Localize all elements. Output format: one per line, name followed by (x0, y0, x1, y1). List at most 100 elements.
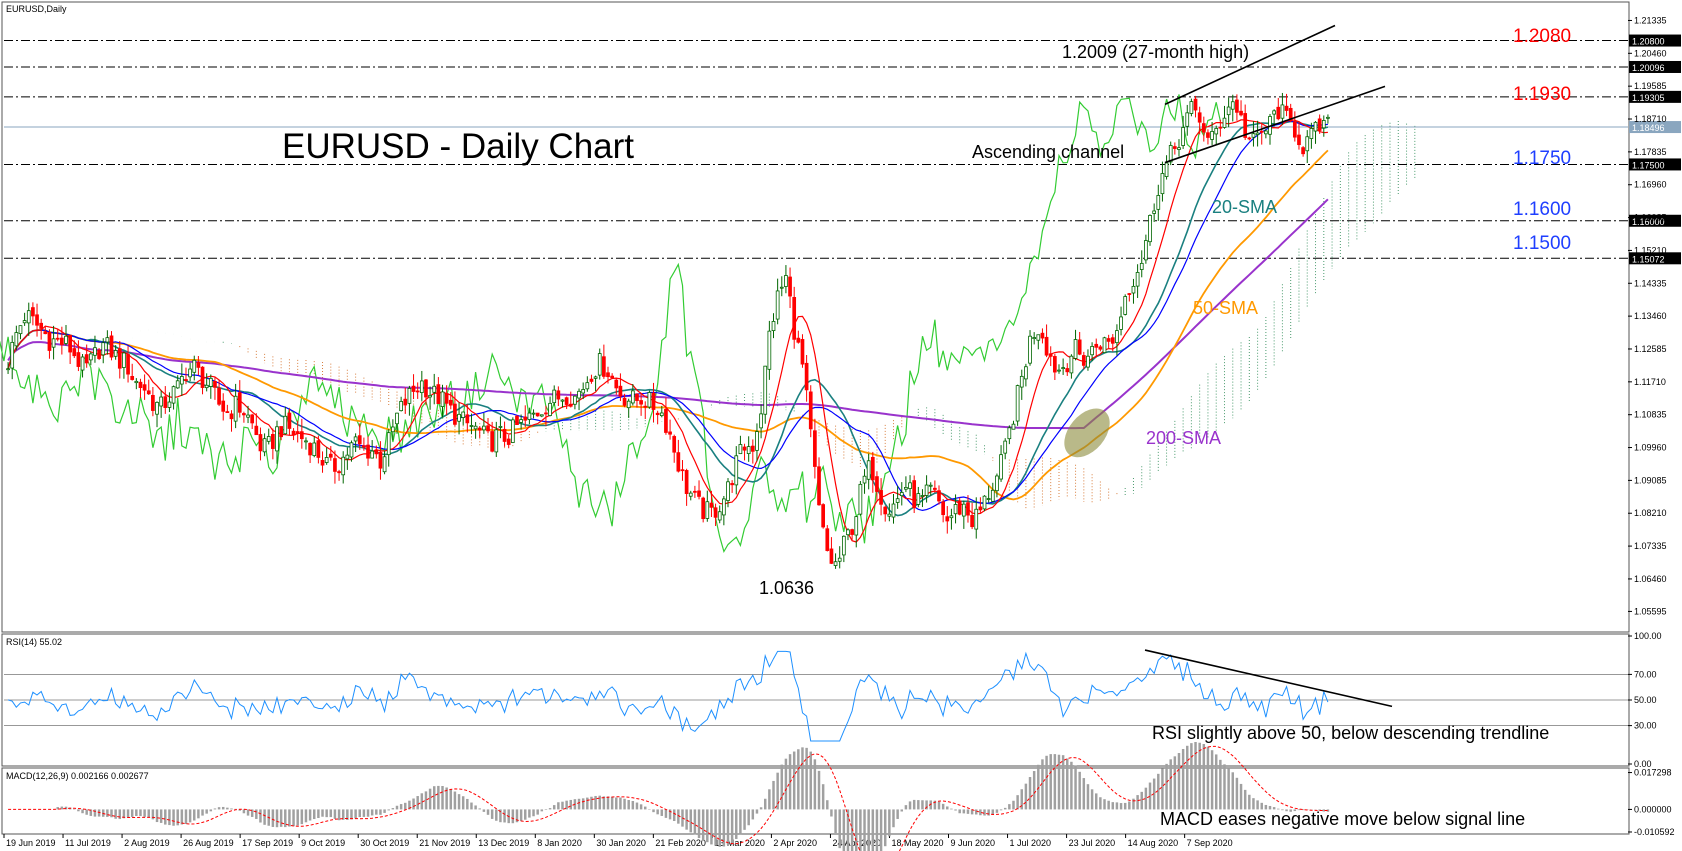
candle-body (573, 395, 577, 405)
level-tag-4 (1629, 158, 1681, 171)
candle-body (1181, 127, 1185, 146)
candle-body (411, 385, 416, 392)
candle-body (1185, 112, 1190, 127)
candle-body (473, 425, 478, 430)
price-tick-label: 1.10835 (1634, 410, 1667, 420)
rsi-line (7, 650, 1329, 742)
candle-body (651, 392, 656, 410)
candle-body (618, 385, 623, 397)
chikou-line (0, 94, 1221, 554)
candle-body (1148, 215, 1152, 243)
candle-body (1098, 346, 1103, 350)
macd-annotation: MACD eases negative move below signal li… (1160, 809, 1525, 829)
candle-body (142, 384, 147, 391)
candlesticks (6, 92, 1330, 569)
candle-body (879, 490, 883, 505)
candle-body (55, 337, 60, 340)
candle-body (850, 529, 854, 535)
candle-body (1106, 338, 1111, 342)
candle-body (1193, 98, 1198, 111)
candle-body (1144, 240, 1148, 261)
candle-body (1264, 130, 1268, 135)
candle-body (1019, 375, 1024, 388)
candle-body (208, 377, 213, 387)
candle-body (626, 400, 631, 409)
candle-body (26, 310, 31, 324)
candle-body (643, 405, 648, 408)
candle-body (1168, 145, 1173, 163)
candle-body (659, 412, 664, 417)
candle-body (763, 365, 768, 415)
candle-body (494, 429, 499, 453)
candle-body (337, 471, 341, 474)
rsi-tick-label: 100.00 (1634, 631, 1662, 641)
x-tick-label: 21 Nov 2019 (419, 838, 470, 848)
candle-body (841, 535, 846, 556)
candle-body (961, 503, 966, 517)
candle-body (1272, 110, 1276, 115)
candle-body (64, 335, 68, 344)
candle-body (291, 430, 296, 436)
level-tag-text-5: 1.16000 (1632, 217, 1665, 227)
price-tick-label: 1.16085 (1634, 213, 1667, 223)
candle-body (353, 436, 358, 442)
candle-body (767, 330, 772, 370)
candle-body (1201, 123, 1206, 133)
price-tick-label: 1.18710 (1634, 114, 1667, 124)
candle-body (68, 334, 72, 353)
candle-body (986, 498, 991, 500)
candle-body (134, 380, 139, 384)
candle-body (1189, 101, 1194, 114)
x-tick-label: 11 Jul 2019 (65, 838, 111, 848)
candle-body (1255, 132, 1260, 135)
candle-body (693, 490, 697, 493)
price-tick-label: 1.09085 (1634, 475, 1667, 485)
candle-body (519, 419, 523, 423)
candle-body (163, 396, 168, 408)
sma200-label: 200-SMA (1146, 428, 1221, 448)
candle-body (436, 384, 441, 405)
candle-body (370, 450, 375, 459)
candle-body (713, 507, 718, 518)
candle-body (72, 348, 77, 357)
sma20-line (7, 120, 1329, 517)
candle-body (1210, 131, 1214, 140)
candle-body (196, 362, 201, 368)
x-tick-label: 13 Dec 2019 (478, 838, 529, 848)
candle-body (378, 451, 383, 469)
candle-body (283, 415, 288, 435)
candle-body (726, 481, 730, 501)
candle-body (225, 411, 230, 413)
candle-body (655, 412, 660, 416)
horizontal-levels: 1.20800 1.20096 1.19305 1.17500 1.16000 1.150… (4, 34, 1681, 265)
candle-body (858, 483, 863, 515)
candle-body (498, 426, 503, 428)
candle-body (606, 372, 610, 378)
candle-body (974, 508, 979, 530)
candle-body (333, 458, 337, 472)
candle-body (759, 413, 763, 429)
candle-body (527, 412, 532, 420)
candle-body (1317, 118, 1322, 131)
candle-body (916, 493, 921, 505)
price-tick-label: 1.07335 (1634, 541, 1667, 551)
candle-body (6, 368, 10, 371)
sma50-label: 50-SMA (1193, 298, 1258, 318)
candle-body (155, 401, 159, 415)
candle-body (1292, 121, 1297, 138)
candle-body (1214, 128, 1219, 135)
candle-body (1152, 210, 1157, 214)
candle-body (1288, 107, 1293, 122)
macd-tick-label: -0.010592 (1634, 827, 1675, 837)
candle-body (1313, 121, 1318, 132)
candle-body (672, 436, 677, 453)
candle-body (341, 456, 346, 476)
candle-body (432, 385, 437, 393)
candle-body (31, 307, 35, 317)
x-tick-label: 1 Jul 2020 (1010, 838, 1052, 848)
candle-body (229, 413, 234, 420)
annotation-lines (1064, 24, 1386, 458)
candle-body (792, 297, 797, 340)
candle-body (221, 400, 226, 412)
